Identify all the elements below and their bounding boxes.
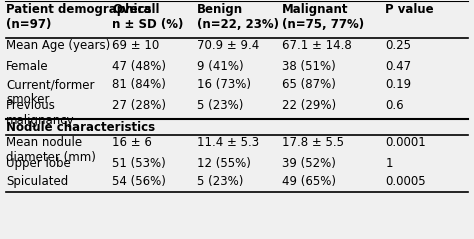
- Text: 54 (56%): 54 (56%): [112, 175, 166, 188]
- Text: Female: Female: [6, 60, 49, 73]
- Text: Mean Age (years): Mean Age (years): [6, 39, 110, 52]
- Text: 67.1 ± 14.8: 67.1 ± 14.8: [282, 39, 352, 52]
- Text: 49 (65%): 49 (65%): [282, 175, 336, 188]
- Text: Malignant
(n=75, 77%): Malignant (n=75, 77%): [282, 3, 364, 31]
- Text: 0.47: 0.47: [385, 60, 411, 73]
- Text: 27 (28%): 27 (28%): [112, 99, 166, 112]
- Text: 81 (84%): 81 (84%): [112, 78, 166, 91]
- Text: 39 (52%): 39 (52%): [282, 157, 336, 170]
- Text: 16 ± 6: 16 ± 6: [112, 136, 152, 149]
- Text: 22 (29%): 22 (29%): [282, 99, 336, 112]
- Text: 5 (23%): 5 (23%): [197, 99, 243, 112]
- Text: Patient demographics
(n=97): Patient demographics (n=97): [6, 3, 152, 31]
- Text: 12 (55%): 12 (55%): [197, 157, 251, 170]
- Text: P value: P value: [385, 3, 434, 16]
- Text: 0.0001: 0.0001: [385, 136, 426, 149]
- Text: 16 (73%): 16 (73%): [197, 78, 251, 91]
- Text: 0.19: 0.19: [385, 78, 411, 91]
- Text: 0.0005: 0.0005: [385, 175, 426, 188]
- Text: Spiculated: Spiculated: [6, 175, 68, 188]
- Text: Upper lobe: Upper lobe: [6, 157, 71, 170]
- Text: 70.9 ± 9.4: 70.9 ± 9.4: [197, 39, 259, 52]
- Text: Previous
malignancy: Previous malignancy: [6, 99, 75, 127]
- Text: 69 ± 10: 69 ± 10: [112, 39, 159, 52]
- Text: Benign
(n=22, 23%): Benign (n=22, 23%): [197, 3, 279, 31]
- Text: 1: 1: [385, 157, 393, 170]
- Text: 65 (87%): 65 (87%): [282, 78, 336, 91]
- Text: Current/former
smoker: Current/former smoker: [6, 78, 95, 106]
- Text: 11.4 ± 5.3: 11.4 ± 5.3: [197, 136, 259, 149]
- Text: Nodule characteristics: Nodule characteristics: [6, 121, 155, 134]
- Text: 47 (48%): 47 (48%): [112, 60, 166, 73]
- Text: Overall
n ± SD (%): Overall n ± SD (%): [112, 3, 183, 31]
- Text: Mean nodule
diameter (mm): Mean nodule diameter (mm): [6, 136, 96, 164]
- Text: 9 (41%): 9 (41%): [197, 60, 244, 73]
- Text: 0.25: 0.25: [385, 39, 411, 52]
- Text: 5 (23%): 5 (23%): [197, 175, 243, 188]
- Text: 38 (51%): 38 (51%): [282, 60, 336, 73]
- Text: 0.6: 0.6: [385, 99, 404, 112]
- Text: 17.8 ± 5.5: 17.8 ± 5.5: [282, 136, 344, 149]
- Text: 51 (53%): 51 (53%): [112, 157, 166, 170]
